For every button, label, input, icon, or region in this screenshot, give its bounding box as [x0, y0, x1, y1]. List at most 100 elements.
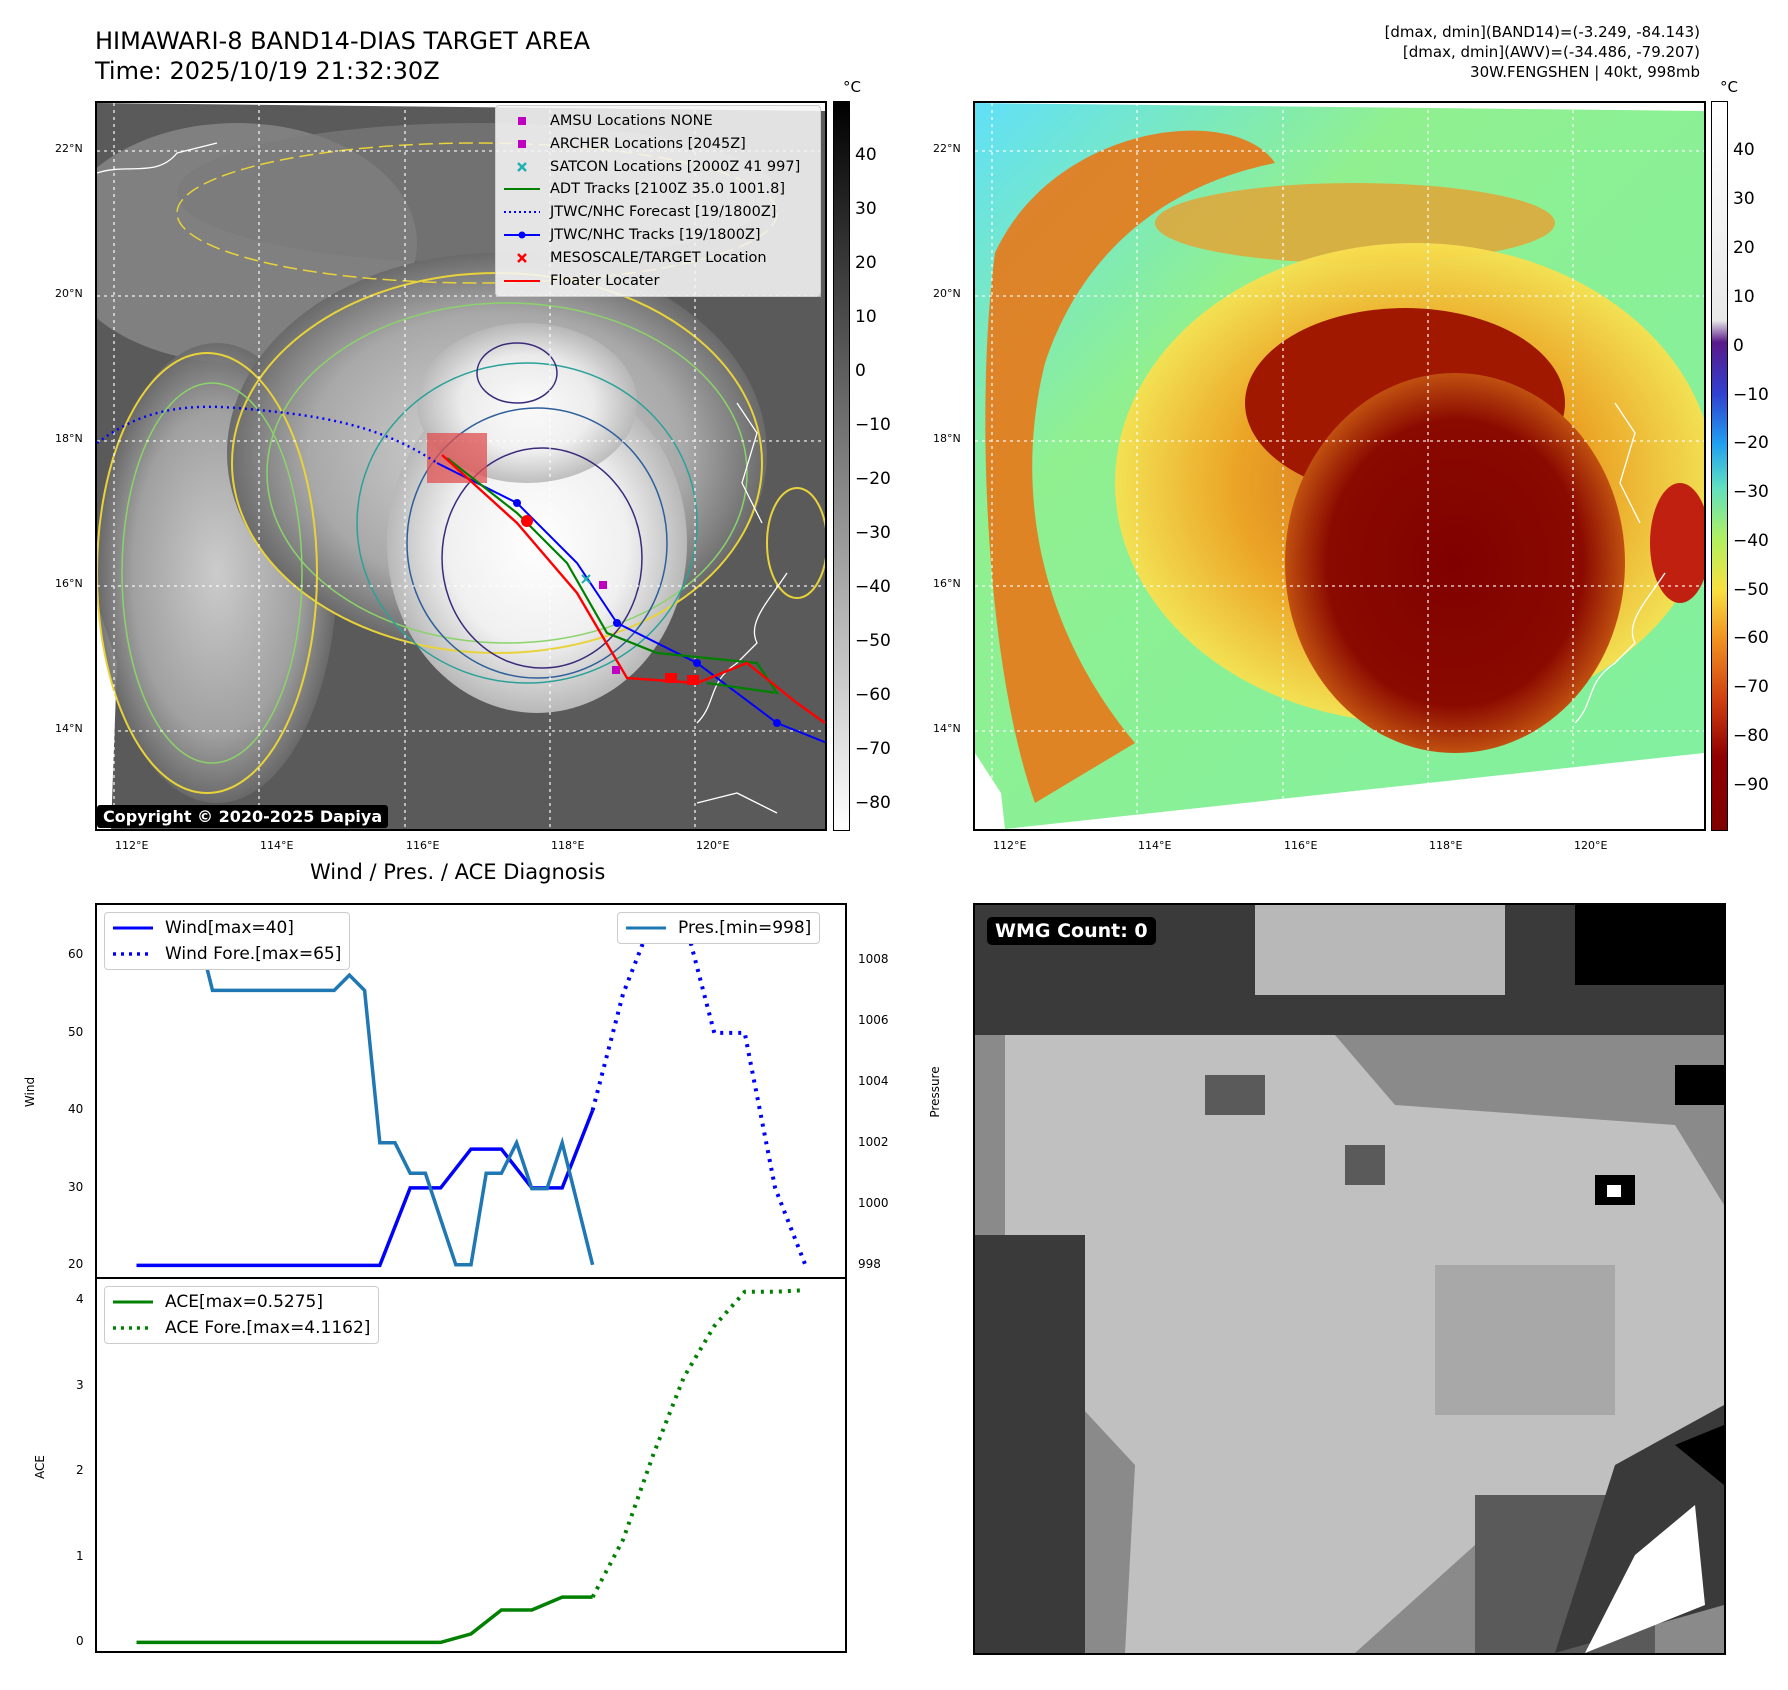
wmg-image — [975, 905, 1724, 1653]
awv-colorbar-tick: −40 — [1733, 531, 1769, 551]
awv-colorbar-tick: −80 — [1733, 726, 1769, 746]
band14-unit: °C — [843, 78, 861, 96]
ace-tick-label: 0 — [76, 1634, 84, 1649]
band14-colorbar-tick: 10 — [855, 307, 877, 327]
map-legend-label: JTWC/NHC Forecast [19/1800Z] — [550, 204, 777, 221]
map-legend-item: JTWC/NHC Tracks [19/1800Z] — [496, 224, 761, 246]
wind-tick-label: 60 — [68, 947, 84, 962]
ir-map-panel: AMSU Locations NONE ARCHER Locations [204… — [95, 101, 827, 831]
wmg-panel: WMG Count: 0 — [973, 903, 1726, 1655]
ace-forecast-line — [590, 1288, 806, 1599]
awv-colorbar-tick: −10 — [1733, 385, 1769, 405]
pressure-tick-label: 1006 — [858, 1012, 889, 1027]
band14-colorbar-tick: −70 — [855, 739, 891, 759]
map-legend-swatch — [504, 231, 540, 239]
ace-tick-label: 1 — [76, 1548, 84, 1563]
ir-lat-label: 14°N — [55, 722, 83, 735]
awv-colorbar-tick: −20 — [1733, 433, 1769, 453]
map-legend-label: ADT Tracks [2100Z 35.0 1001.8] — [550, 181, 786, 198]
legend-pressure: Pres.[min=998] — [678, 918, 812, 938]
awv-colorbar-tick: −30 — [1733, 482, 1769, 502]
awv-colorbar-tick: 0 — [1733, 336, 1744, 356]
band14-colorbar — [833, 101, 850, 831]
page-title: HIMAWARI-8 BAND14-DIAS TARGET AREA — [95, 27, 591, 55]
ace-tick-label: 4 — [76, 1292, 84, 1307]
ace-tick-label: 3 — [76, 1377, 84, 1392]
map-legend-label: JTWC/NHC Tracks [19/1800Z] — [550, 227, 761, 243]
ir-lon-label: 116°E — [406, 839, 440, 852]
map-legend-swatch — [504, 211, 540, 214]
awv-lon-label: 114°E — [1138, 839, 1172, 852]
band14-colorbar-tick: −50 — [855, 631, 891, 651]
awv-lat-label: 14°N — [933, 722, 961, 735]
timestamp: Time: 2025/10/19 21:32:30Z — [95, 57, 440, 85]
awv-colorbar-tick: −50 — [1733, 580, 1769, 600]
legend-ace: ACE[max=0.5275] — [165, 1292, 323, 1312]
awv-colorbar-tick: 10 — [1733, 287, 1755, 307]
ace-legend: ACE[max=0.5275] ACE Fore.[max=4.1162] — [104, 1286, 380, 1344]
map-legend-label: AMSU Locations NONE — [550, 113, 713, 129]
awv-lat-label: 22°N — [933, 142, 961, 155]
awv-lat-label: 18°N — [933, 432, 961, 445]
awv-colorbar-tick: 30 — [1733, 189, 1755, 209]
wind-pressure-plot — [136, 914, 808, 1268]
awv-colorbar-tick: 20 — [1733, 238, 1755, 258]
band14-colorbar-tick: −20 — [855, 469, 891, 489]
wind-tick-label: 50 — [68, 1024, 84, 1039]
pressure-legend-swatch — [626, 926, 666, 930]
map-legend-label: ARCHER Locations [2045Z] — [550, 135, 746, 152]
awv-colorbar — [1711, 101, 1728, 831]
awv-map-panel — [973, 101, 1706, 831]
map-legend-label: MESOSCALE/TARGET Location — [550, 249, 767, 266]
copyright-label: Copyright © 2020-2025 Dapiya — [97, 805, 389, 828]
ir-lon-label: 118°E — [551, 839, 585, 852]
awv-unit: °C — [1720, 78, 1738, 96]
ace-plot — [136, 1288, 806, 1645]
map-legend-item: ADT Tracks [2100Z 35.0 1001.8] — [496, 178, 785, 200]
storm-info: 30W.FENGSHEN | 40kt, 998mb — [1470, 63, 1700, 81]
map-legend-item: ARCHER Locations [2045Z] — [496, 133, 746, 155]
wind-legend-swatch — [113, 926, 153, 930]
map-legend-swatch — [518, 139, 526, 148]
map-legend-swatch — [517, 161, 527, 172]
wind-fore-legend-swatch — [113, 952, 153, 956]
wind-forecast-line — [590, 914, 808, 1267]
awv-map-image — [975, 103, 1704, 829]
band14-colorbar-tick: 40 — [855, 145, 877, 165]
map-legend-swatch — [517, 252, 527, 263]
map-legend-item: SATCON Locations [2000Z 41 997] — [496, 156, 800, 178]
band14-colorbar-tick: −40 — [855, 577, 891, 597]
awv-colorbar-tick: 40 — [1733, 140, 1755, 160]
map-legend: AMSU Locations NONE ARCHER Locations [204… — [495, 105, 821, 297]
ir-lat-label: 20°N — [55, 287, 83, 300]
awv-colorbar-tick: −60 — [1733, 628, 1769, 648]
wind-tick-label: 40 — [68, 1102, 84, 1117]
pressure-ylabel: Pressure — [928, 1066, 942, 1118]
pressure-tick-label: 998 — [858, 1256, 881, 1271]
ace-line — [136, 1595, 593, 1645]
awv-lon-label: 112°E — [993, 839, 1027, 852]
band14-colorbar-tick: 0 — [855, 361, 866, 381]
legend-ace-fore: ACE Fore.[max=4.1162] — [165, 1318, 371, 1338]
wind-ylabel: Wind — [23, 1076, 37, 1108]
wind-tick-label: 30 — [68, 1179, 84, 1194]
map-legend-swatch — [504, 279, 540, 282]
legend-wind: Wind[max=40] — [165, 918, 294, 938]
band14-colorbar-tick: 30 — [855, 199, 877, 219]
pressure-line — [136, 927, 595, 1267]
map-legend-swatch — [504, 188, 540, 191]
wmg-count-badge: WMG Count: 0 — [987, 917, 1156, 945]
awv-lat-label: 16°N — [933, 577, 961, 590]
pressure-tick-label: 1000 — [858, 1195, 889, 1210]
wind-tick-label: 20 — [68, 1257, 84, 1272]
awv-lon-label: 116°E — [1284, 839, 1318, 852]
ir-lat-label: 22°N — [55, 142, 83, 155]
ace-tick-label: 2 — [76, 1463, 84, 1478]
ace-panel — [95, 1277, 847, 1653]
ace-fore-legend-swatch — [113, 1326, 153, 1330]
awv-lon-label: 120°E — [1574, 839, 1608, 852]
ir-lon-label: 112°E — [115, 839, 149, 852]
ace-legend-swatch — [113, 1300, 153, 1304]
diag-title: Wind / Pres. / ACE Diagnosis — [310, 860, 606, 884]
dmax-awv: [dmax, dmin](AWV)=(-34.486, -79.207) — [1402, 43, 1700, 61]
